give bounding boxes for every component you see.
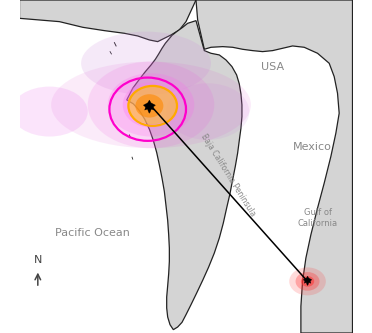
Polygon shape (19, 0, 196, 42)
Ellipse shape (88, 62, 214, 148)
Ellipse shape (289, 267, 326, 295)
Text: USA: USA (261, 62, 284, 72)
Ellipse shape (166, 83, 249, 140)
Ellipse shape (51, 62, 251, 148)
Text: Baja California Peninsula: Baja California Peninsula (199, 132, 257, 218)
Ellipse shape (135, 94, 163, 118)
Polygon shape (303, 276, 312, 285)
Text: N: N (33, 255, 42, 265)
Text: Mexico: Mexico (293, 142, 332, 152)
Ellipse shape (108, 73, 194, 137)
Polygon shape (127, 21, 242, 330)
Polygon shape (143, 100, 155, 113)
Text: Gulf of
California: Gulf of California (298, 208, 338, 228)
Polygon shape (196, 0, 353, 333)
Ellipse shape (11, 87, 88, 137)
Ellipse shape (128, 86, 178, 124)
Ellipse shape (123, 82, 179, 128)
Ellipse shape (301, 276, 314, 287)
Ellipse shape (296, 272, 320, 291)
Ellipse shape (81, 32, 211, 95)
Text: Pacific Ocean: Pacific Ocean (55, 228, 130, 238)
